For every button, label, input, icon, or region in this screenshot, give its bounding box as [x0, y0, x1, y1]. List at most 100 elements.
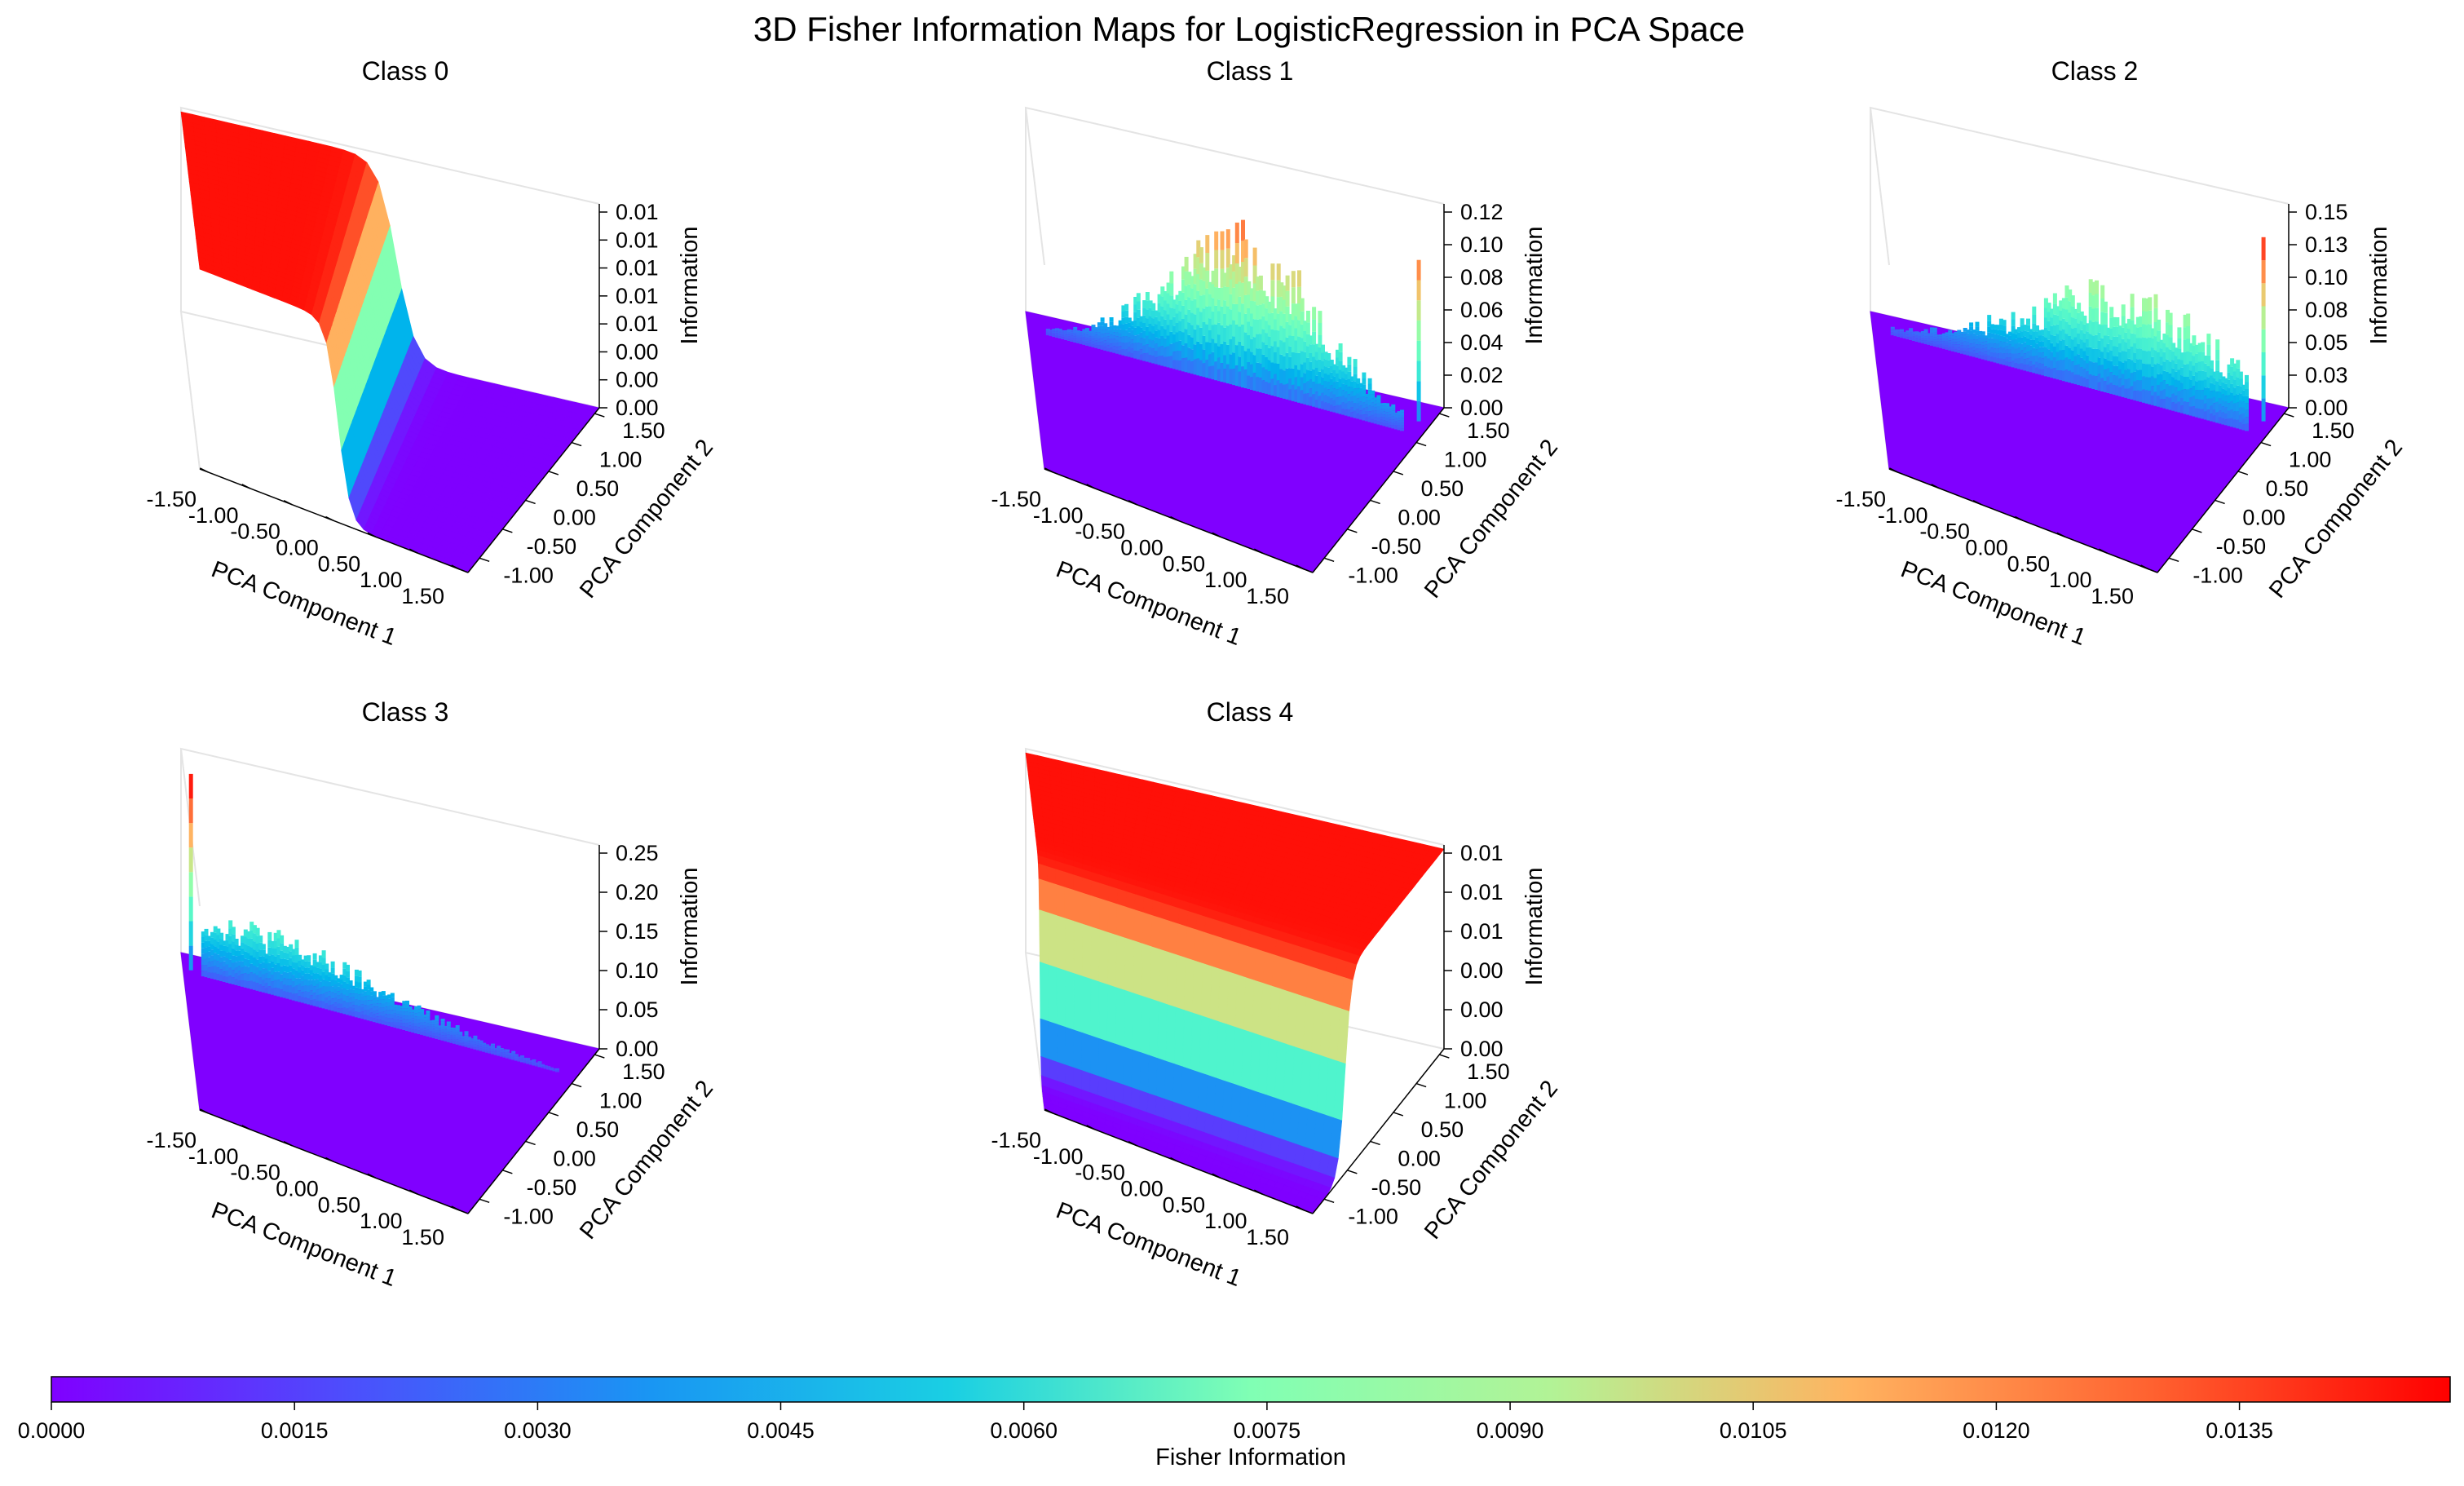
x-tick-label: 1.50 — [401, 1225, 444, 1249]
y-tick — [1415, 441, 1427, 447]
y-tick-label: 1.50 — [2312, 418, 2355, 443]
y-tick-label: 0.00 — [553, 1146, 596, 1170]
y-axis-label: PCA Component 2 — [575, 435, 718, 604]
z-tick-label: 0.01 — [616, 200, 659, 224]
y-tick-label: 0.00 — [553, 505, 596, 529]
surface — [180, 773, 600, 1214]
y-tick-label: 0.50 — [2266, 476, 2309, 501]
y-tick-label: 1.00 — [1444, 448, 1487, 472]
y-tick-label: -0.50 — [527, 1175, 577, 1200]
y-tick-label: 1.50 — [622, 418, 665, 443]
z-axis: 0.00 0.05 0.10 0.15 0.20 0.25 Information — [598, 841, 703, 1061]
z-tick-label: 0.13 — [2305, 232, 2348, 257]
x-tick-label: 0.50 — [2007, 551, 2051, 576]
figure-title: 3D Fisher Information Maps for LogisticR… — [753, 10, 1745, 48]
z-axis-label: Information — [1521, 226, 1548, 344]
z-tick-label: 0.00 — [616, 396, 659, 420]
y-tick — [2215, 499, 2225, 505]
y-tick — [2260, 441, 2272, 447]
y-tick-label: 0.50 — [576, 476, 620, 501]
panel-title: Class 2 — [2051, 56, 2139, 86]
x-tick-label: -0.50 — [230, 520, 280, 544]
z-tick-label: 0.10 — [616, 958, 659, 983]
x-tick-label: 1.00 — [360, 1209, 403, 1233]
pane-edge — [1869, 106, 2290, 266]
y-tick — [1323, 557, 1335, 562]
z-tick-label: 0.00 — [1460, 396, 1504, 420]
z-tick-label: 0.00 — [616, 1037, 659, 1061]
x-tick-label: 1.00 — [2049, 568, 2092, 592]
z-axis-label: Information — [677, 867, 703, 985]
panel-title: Class 3 — [362, 697, 449, 727]
z-tick-label: 0.04 — [1460, 330, 1504, 355]
y-tick — [2192, 529, 2202, 533]
z-tick-label: 0.00 — [2305, 396, 2348, 420]
y-axis-label: PCA Component 2 — [2264, 435, 2408, 604]
y-tick-label: -0.50 — [1371, 534, 1422, 559]
x-tick-label: 0.00 — [1120, 536, 1164, 560]
z-tick-label: 0.15 — [2305, 200, 2348, 224]
surface — [180, 111, 600, 573]
y-tick — [479, 557, 490, 562]
y-tick — [525, 1140, 536, 1146]
z-tick-label: 0.00 — [616, 368, 659, 392]
panel-title: Class 4 — [1207, 697, 1294, 727]
z-tick-label: 0.02 — [1460, 363, 1504, 387]
y-tick-label: -0.50 — [2216, 534, 2267, 559]
chart-panel-3: Class 3-1.50-1.00-0.500.000.501.001.50PC… — [147, 697, 719, 1292]
x-tick-label: -0.50 — [1075, 520, 1125, 544]
z-tick-label: 0.03 — [2305, 363, 2348, 387]
y-tick — [1393, 471, 1404, 475]
y-tick — [594, 413, 605, 418]
z-tick-label: 0.15 — [616, 919, 659, 944]
y-tick-label: 1.00 — [2289, 448, 2332, 472]
x-tick-label: 0.50 — [318, 551, 361, 576]
x-tick-label: 1.00 — [360, 568, 403, 592]
z-tick-label: 0.01 — [616, 284, 659, 308]
y-tick — [525, 499, 536, 505]
y-tick-label: 1.00 — [599, 1089, 642, 1113]
y-tick — [594, 1054, 605, 1059]
y-tick-label: -1.00 — [1348, 563, 1398, 587]
y-tick — [548, 471, 559, 475]
y-tick — [2237, 471, 2249, 475]
pane-edge — [179, 747, 600, 907]
z-tick-label: 0.01 — [616, 256, 659, 281]
panels: Class 0-1.50-1.00-0.500.000.501.001.50PC… — [147, 56, 2409, 1292]
y-tick — [571, 1082, 582, 1088]
z-tick-label: 0.25 — [616, 841, 659, 865]
y-tick — [479, 1198, 490, 1203]
y-tick — [548, 1112, 559, 1117]
z-axis: 0.00 0.03 0.05 0.08 0.10 0.13 0.15 Information — [2288, 200, 2392, 420]
y-tick — [571, 441, 582, 447]
z-tick-label: 0.01 — [616, 228, 659, 252]
x-tick-label: 1.50 — [401, 584, 444, 608]
y-tick-label: 0.50 — [576, 1117, 620, 1142]
y-tick-label: 0.00 — [1398, 505, 1441, 529]
chart-panel-4: Class 4-1.50-1.00-0.500.000.501.001.50PC… — [991, 697, 1564, 1292]
pane-edge — [1024, 106, 1445, 266]
z-axis: 0.00 0.02 0.04 0.06 0.08 0.10 0.12 Information — [1443, 200, 1548, 420]
z-tick-label: 0.06 — [1460, 298, 1504, 322]
chart-panel-2: Class 2-1.50-1.00-0.500.000.501.001.50PC… — [1836, 56, 2409, 651]
x-tick-label: 0.50 — [1163, 551, 1206, 576]
x-tick-label: 1.50 — [2091, 584, 2134, 608]
surface — [1025, 752, 1445, 1214]
y-tick-label: 0.00 — [2242, 505, 2285, 529]
y-tick-label: -1.00 — [503, 563, 554, 587]
y-tick — [502, 1170, 513, 1174]
x-tick-label: 1.50 — [1246, 584, 1289, 608]
chart-panel-1: Class 1-1.50-1.00-0.500.000.501.001.50PC… — [991, 56, 1564, 651]
panel-title: Class 0 — [362, 56, 449, 86]
y-tick-label: -1.00 — [2192, 563, 2243, 587]
x-tick-label: -0.50 — [230, 1161, 280, 1185]
z-axis-label: Information — [677, 226, 703, 344]
z-tick-label: 0.08 — [2305, 298, 2348, 322]
z-tick-label: 0.10 — [1460, 232, 1504, 257]
z-axis: 0.00 0.00 0.00 0.01 0.01 0.01 0.01 0.01 Informat… — [598, 200, 703, 420]
z-axis-label: Information — [2366, 226, 2392, 344]
y-tick-label: 1.00 — [599, 448, 642, 472]
x-tick-label: 1.00 — [1204, 568, 1247, 592]
y-tick — [1370, 499, 1380, 505]
